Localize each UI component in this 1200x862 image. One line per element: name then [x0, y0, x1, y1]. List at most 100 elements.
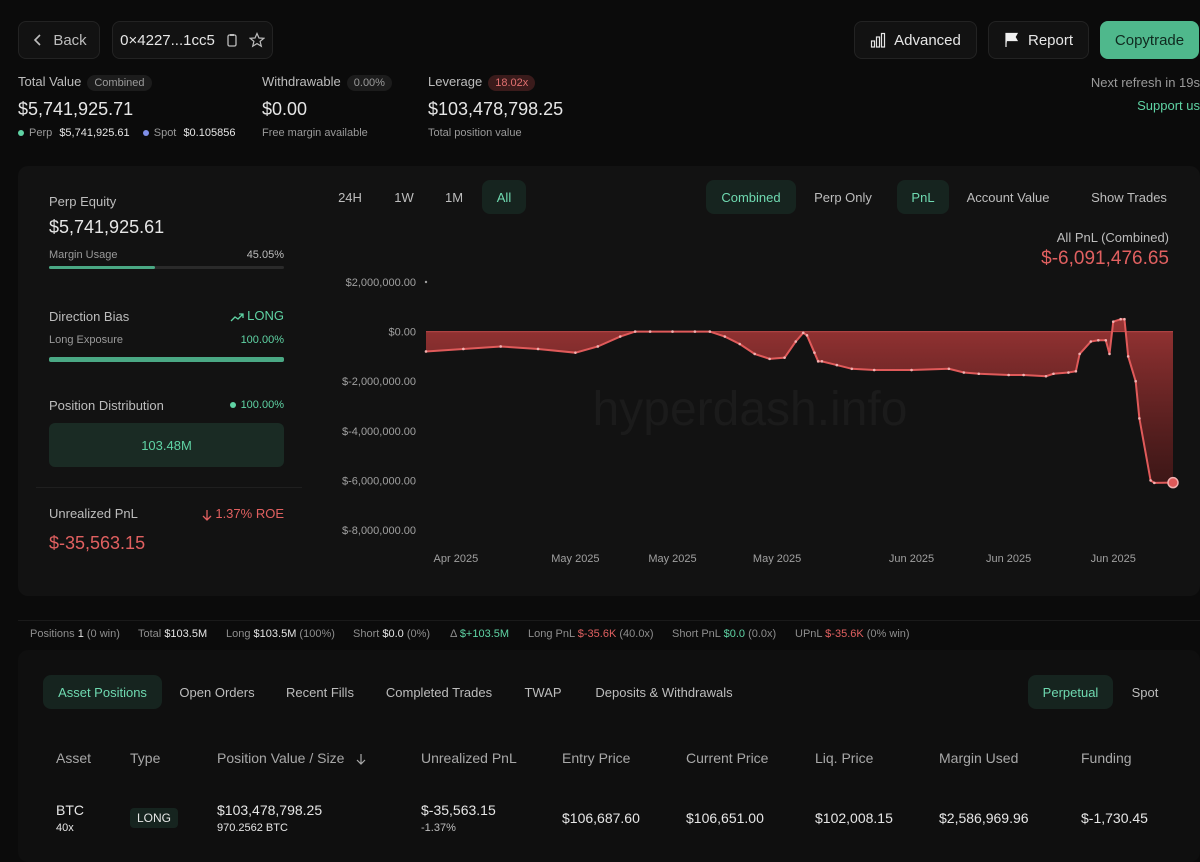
positions-panel — [18, 650, 1200, 862]
withdrawable-badge: 0.00% — [346, 75, 392, 91]
stat-upnl-label: UPnL — [795, 628, 823, 640]
row-liq-price: $102,008.15 — [815, 810, 893, 826]
y-tick-label: $2,000,000.00 — [346, 277, 416, 289]
col-margin-used[interactable]: Margin Used — [939, 750, 1019, 766]
copytrade-button[interactable]: Copytrade — [1100, 21, 1199, 59]
pnl-point — [596, 345, 600, 348]
spot-dot — [142, 130, 149, 137]
y-tick-label: $-8,000,000.00 — [342, 525, 416, 537]
margin-usage-label: Margin Usage — [49, 249, 118, 261]
axis-marker — [424, 280, 428, 284]
row-position-size: 970.2562 BTC — [217, 822, 288, 834]
stat-total: Total $103.5M — [138, 628, 207, 640]
show-trades-toggle[interactable]: Show Trades — [1091, 189, 1167, 205]
pnl-point — [962, 371, 966, 374]
leverage-value: $103,478,798.25 — [428, 99, 564, 119]
stats-divider — [18, 620, 1200, 621]
toggle-perpetual[interactable]: Perpetual — [1028, 675, 1113, 709]
x-tick-label: Jun 2025 — [889, 553, 934, 565]
pnl-point — [1078, 352, 1081, 356]
tab-completed-trades[interactable]: Completed Trades — [385, 684, 493, 700]
row-position-value: $103,478,798.25 — [217, 802, 323, 818]
pnl-point — [1067, 371, 1070, 374]
chevron-left-icon — [34, 34, 41, 46]
pnl-point — [648, 330, 652, 333]
col-entry-price[interactable]: Entry Price — [562, 750, 631, 766]
row-asset: BTC — [56, 802, 84, 818]
stat-positions-sub: (0 win) — [86, 628, 120, 640]
stat-long-pnl-label: Long PnL — [528, 628, 575, 640]
support-link[interactable]: Support us — [1137, 98, 1200, 113]
pnl-current-point[interactable] — [1167, 476, 1179, 489]
range-24h[interactable]: 24H — [338, 189, 362, 205]
row-funding: $-1,730.45 — [1081, 810, 1148, 826]
pnl-point — [1149, 479, 1152, 482]
tab-recent-fills[interactable]: Recent Fills — [286, 684, 354, 700]
pnl-point — [574, 351, 577, 354]
col-asset[interactable]: Asset — [56, 750, 92, 766]
x-tick-label: May 2025 — [753, 553, 801, 565]
range-1w[interactable]: 1W — [394, 189, 414, 205]
position-dist-box-label: 103.48M — [141, 437, 192, 453]
mode-combined[interactable]: Combined — [706, 180, 796, 214]
y-tick-label: $-4,000,000.00 — [342, 426, 416, 438]
range-1m[interactable]: 1M — [444, 189, 464, 205]
tab-asset-positions[interactable]: Asset Positions — [43, 675, 162, 709]
bar-chart-icon — [871, 32, 886, 48]
pnl-area — [426, 319, 1173, 483]
row-entry-price: $106,687.60 — [562, 810, 640, 826]
y-tick-label: $-6,000,000.00 — [342, 475, 416, 487]
stat-short-pnl-value: $0.0 — [723, 628, 745, 640]
stat-long-label: Long — [226, 628, 251, 640]
total-value: $5,741,925.71 — [18, 99, 134, 119]
pnl-point — [947, 367, 951, 371]
report-button[interactable]: Report — [988, 21, 1089, 59]
perp-label: Perp — [29, 127, 53, 139]
stat-short-label: Short — [353, 628, 380, 640]
advanced-button[interactable]: Advanced — [854, 21, 977, 59]
pnl-point — [693, 330, 697, 333]
leverage-block: Leverage 18.02x $103,478,798.25 Total pos… — [428, 74, 563, 139]
row-leverage: 40x — [56, 822, 74, 834]
tab-twap[interactable]: TWAP — [524, 684, 562, 700]
trending-up-icon — [230, 312, 244, 322]
stat-delta-label: Δ — [450, 628, 457, 640]
col-type[interactable]: Type — [130, 750, 161, 766]
metric-account-value[interactable]: Account Value — [966, 189, 1050, 205]
tab-deposits-withdrawals[interactable]: Deposits & Withdrawals — [595, 684, 733, 700]
combined-badge: Combined — [87, 75, 152, 91]
copy-icon[interactable] — [225, 33, 239, 47]
stat-short-value: $0.0 — [382, 628, 404, 640]
col-unrealized-pnl[interactable]: Unrealized PnL — [421, 750, 517, 766]
pnl-point — [783, 356, 786, 359]
row-type-badge: LONG — [130, 808, 179, 828]
col-liq-price[interactable]: Liq. Price — [815, 750, 874, 766]
metric-pnl[interactable]: PnL — [897, 180, 949, 214]
position-dist-box[interactable]: 103.48M — [49, 423, 284, 467]
star-icon[interactable] — [248, 32, 265, 48]
pnl-point — [462, 347, 465, 351]
mode-perp-only[interactable]: Perp Only — [814, 189, 872, 205]
col-funding[interactable]: Funding — [1081, 750, 1132, 766]
pnl-point — [618, 335, 622, 338]
tab-open-orders[interactable]: Open Orders — [179, 684, 255, 700]
total-value-block: Total Value Combined $5,741,925.71 Perp $… — [18, 74, 235, 139]
withdrawable-label: Withdrawable — [262, 74, 341, 89]
toggle-spot[interactable]: Spot — [1131, 684, 1159, 700]
back-button[interactable]: Back — [18, 21, 100, 59]
stat-short-pnl-sub: (0.0x) — [748, 628, 777, 640]
col-position-value[interactable]: Position Value / Size — [217, 750, 366, 766]
pnl-title: All PnL (Combined) — [1056, 230, 1169, 245]
unrealized-roe: 1.37% ROE — [215, 506, 284, 521]
x-tick-label: May 2025 — [648, 553, 696, 565]
col-current-price[interactable]: Current Price — [686, 750, 769, 766]
stat-delta: Δ $+103.5M — [450, 628, 509, 640]
stat-positions: Positions 1 (0 win) — [30, 628, 120, 640]
pnl-point — [1108, 352, 1111, 356]
stat-total-label: Total — [138, 628, 162, 640]
perp-equity-value: $5,741,925.61 — [49, 217, 165, 237]
withdrawable-sub: Free margin available — [262, 127, 368, 139]
pnl-point — [1104, 338, 1108, 342]
range-all[interactable]: All — [482, 180, 526, 214]
margin-usage-value: 45.05% — [246, 249, 284, 261]
